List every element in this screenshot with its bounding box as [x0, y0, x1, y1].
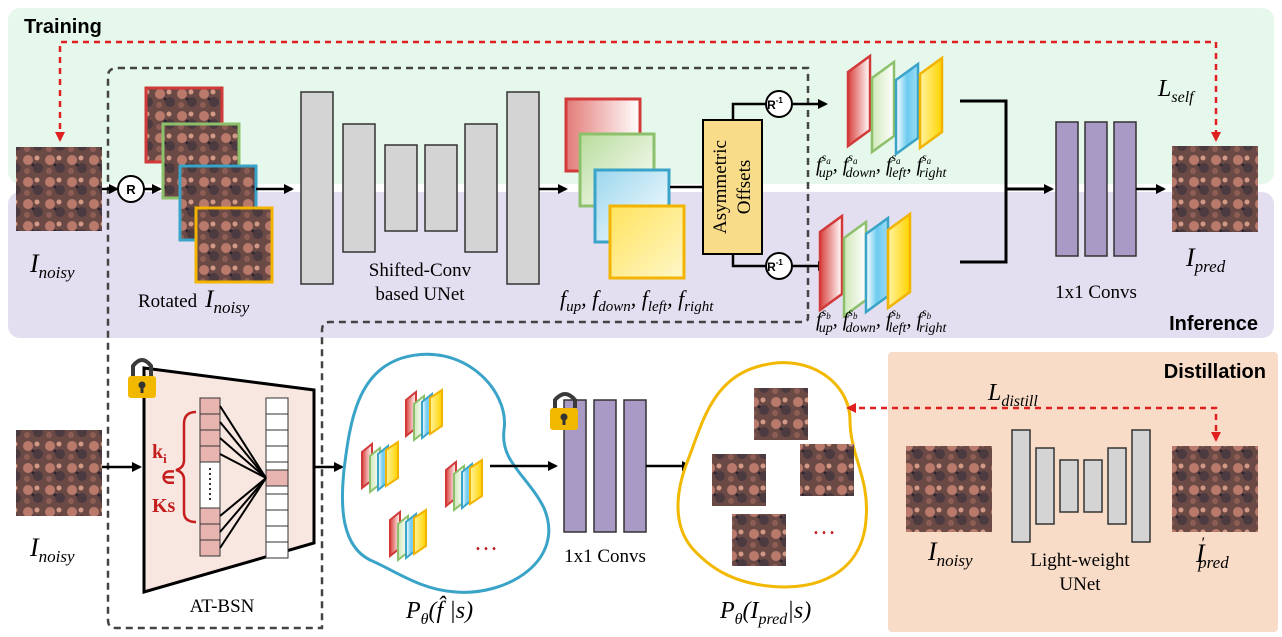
- offsets-label-line1: Asymmetric: [710, 140, 731, 234]
- convs-top-label: 1x1 Convs: [1055, 282, 1137, 303]
- light-weight-unet: [1011, 429, 1151, 543]
- rotated-image-yellow: [194, 206, 274, 284]
- unet-block-2: [342, 123, 376, 253]
- rotate-op-label: R: [126, 182, 136, 197]
- l-distill-label: Ldistill: [987, 380, 1038, 410]
- at-bsn-label: AT-BSN: [190, 596, 255, 617]
- features-label: fup, fdown, fleft, fright: [560, 286, 714, 315]
- input-noisy-label-top: Inoisy: [29, 249, 75, 282]
- in-symbol: ∈: [160, 464, 176, 489]
- asymmetric-offsets-box: [702, 119, 763, 255]
- unet-block-3: [384, 144, 418, 232]
- input-noisy-image-top: [16, 147, 102, 231]
- sheets-sa: [846, 53, 944, 157]
- bsn-connections: [219, 405, 267, 549]
- unet-label-line2: based UNet: [375, 284, 465, 305]
- bsn-lock-icon: [128, 358, 156, 398]
- bsn-input-column: [199, 397, 221, 557]
- mini-sheets-4: [389, 508, 427, 563]
- distill-input-label: Inoisy: [927, 537, 973, 570]
- kset-brace: [175, 410, 197, 524]
- pred-sample-1: [754, 388, 808, 440]
- k-set-label: Ks: [152, 495, 176, 517]
- unet-block-6: [506, 91, 540, 285]
- mini-sheets-3: [445, 458, 483, 513]
- pred-sample-4: [732, 514, 786, 566]
- convs-bottom: [563, 399, 647, 533]
- inference-title: Inference: [1169, 313, 1258, 335]
- light-unet-label-line2: UNet: [1059, 574, 1101, 595]
- rotated-label: Rotated Inoisy: [138, 286, 250, 317]
- branch-to-top-rinv: [731, 102, 766, 120]
- input-noisy-image-bottom: [16, 430, 102, 516]
- distill-pred-label: I′ pred: [1195, 535, 1229, 572]
- l-self-label: Lself: [1157, 76, 1196, 106]
- convs-lock-icon: [550, 392, 578, 430]
- convs-bottom-label: 1x1 Convs: [564, 546, 646, 567]
- distillation-title: Distillation: [1164, 361, 1266, 383]
- unet-block-1: [300, 91, 334, 285]
- bsn-target-cell: [265, 469, 289, 487]
- bsn-output-column: [265, 397, 289, 559]
- sheets-sb-label: fsb up, fsb down, fsb left, fsb right: [816, 305, 948, 336]
- l-self-dashed-arrow: [55, 40, 1221, 142]
- network-dashed-outline: [106, 66, 810, 630]
- sheets-sb: [818, 211, 912, 319]
- distill-pred-image: [1172, 446, 1258, 532]
- light-unet-label-line1: Light-weight: [1030, 550, 1130, 571]
- convs-top: [1055, 121, 1137, 257]
- pred-sample-3: [800, 444, 854, 496]
- unet-block-5: [464, 123, 498, 253]
- k-i-label: ki: [152, 441, 167, 466]
- offsets-label-line2: Offsets: [734, 160, 755, 215]
- inverse-rotate-top-label: R-1: [767, 96, 783, 112]
- inverse-rotate-bottom-label: R-1: [767, 258, 783, 274]
- sheets-sa-label: fsa up, fsa down, fsa left, fsa right: [816, 150, 948, 181]
- feature-right: [608, 204, 686, 280]
- p-pred-label: Pθ(Ipred|s): [719, 598, 811, 628]
- pred-cloud-ellipsis: …: [812, 514, 836, 540]
- branch-to-bottom-rinv: [731, 254, 766, 268]
- training-title: Training: [24, 16, 102, 38]
- distill-input-image: [906, 446, 992, 532]
- input-noisy-label-bottom: Inoisy: [29, 533, 75, 566]
- pred-image: [1172, 146, 1258, 232]
- pred-label: Ipred: [1185, 243, 1226, 276]
- mini-sheets-2: [361, 440, 399, 495]
- p-f-label: Pθ(f̂ |s): [405, 596, 473, 628]
- mini-sheets-1: [405, 388, 443, 443]
- pred-sample-2: [712, 454, 766, 506]
- unet-label-line1: Shifted-Conv: [369, 260, 472, 281]
- shifted-conv-unet: [300, 91, 540, 285]
- unet-block-4: [424, 144, 458, 232]
- l-distill-dashed-arrow: [846, 403, 1221, 442]
- feature-cloud-ellipsis: …: [474, 530, 498, 556]
